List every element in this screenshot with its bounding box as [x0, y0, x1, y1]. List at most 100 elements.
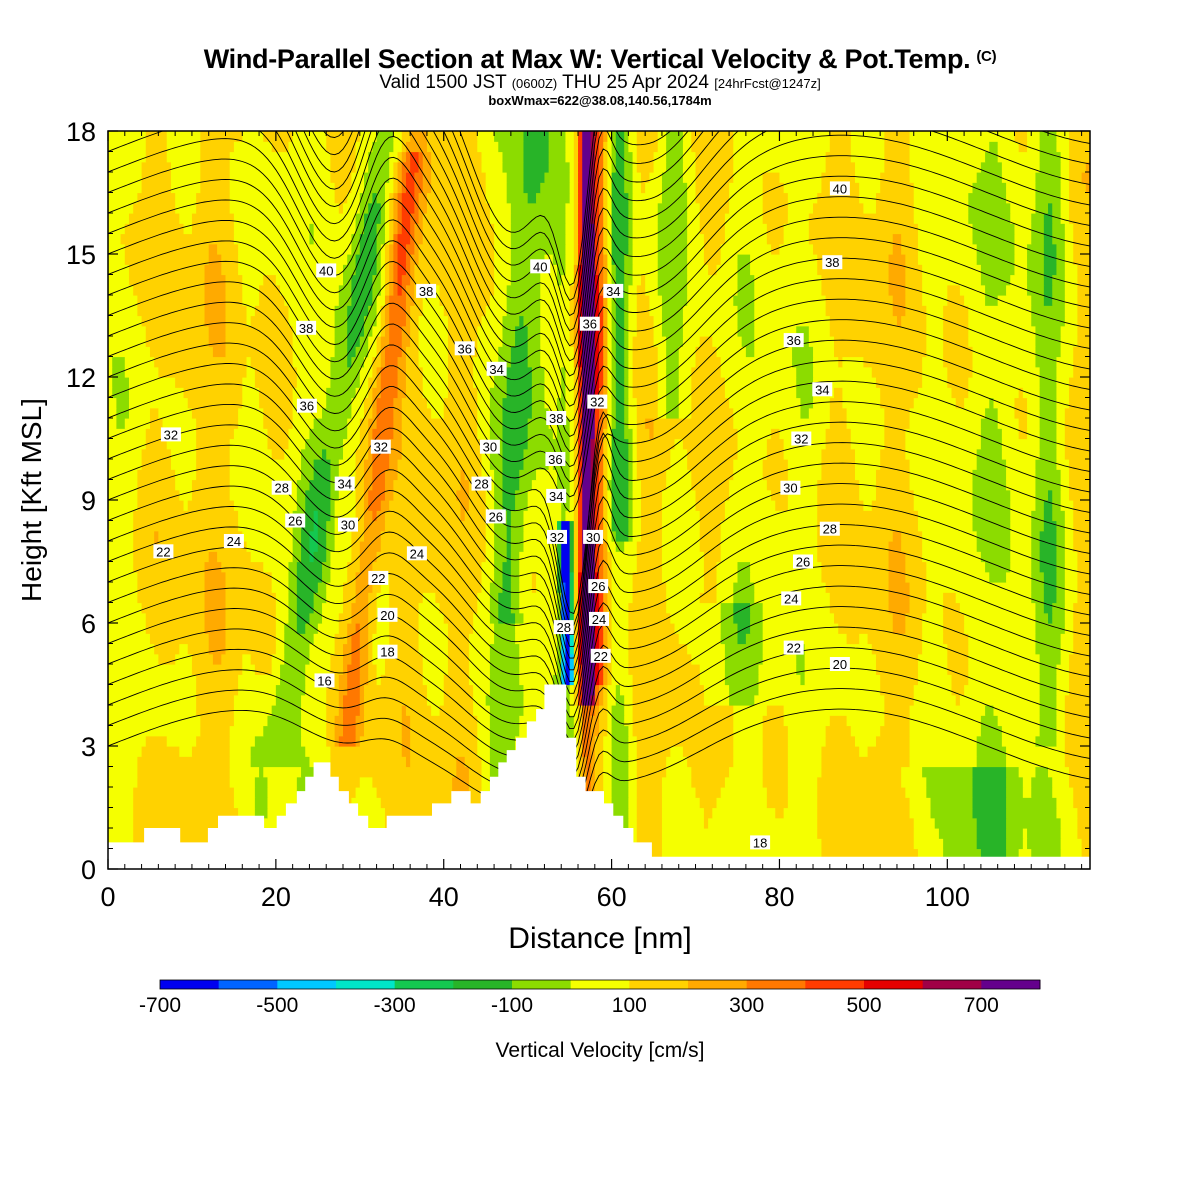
field-cell — [771, 428, 781, 440]
field-cell — [699, 336, 713, 347]
field-cell — [884, 428, 906, 440]
field-cell — [494, 633, 516, 645]
field-cell — [468, 500, 487, 511]
field-cell — [573, 448, 579, 460]
field-cell — [875, 469, 911, 481]
field-cell — [292, 551, 302, 563]
field-cell — [590, 776, 596, 788]
field-cell — [603, 735, 613, 747]
field-cell — [288, 438, 306, 450]
field-cell — [569, 520, 575, 532]
field-cell — [1043, 295, 1053, 306]
theta-label: 34 — [546, 488, 567, 504]
field-cell — [825, 428, 852, 440]
field-cell — [393, 264, 399, 276]
field-cell — [607, 387, 613, 399]
field-cell — [435, 592, 478, 604]
field-cell — [1043, 592, 1058, 604]
field-cell — [389, 254, 394, 265]
field-cell — [1064, 612, 1074, 624]
field-cell — [603, 623, 608, 634]
field-cell — [980, 418, 999, 429]
field-cell — [376, 192, 386, 204]
field-cell — [582, 510, 592, 522]
field-cell — [703, 807, 713, 819]
theta-label-text: 22 — [593, 649, 607, 664]
field-cell — [913, 182, 974, 194]
field-cell — [397, 459, 483, 470]
field-cell — [569, 469, 575, 481]
colorbar-swatch — [394, 980, 454, 989]
field-cell — [494, 377, 508, 388]
field-cell — [108, 397, 117, 409]
field-cell — [380, 336, 390, 347]
field-cell — [599, 664, 604, 675]
field-cell — [955, 592, 1032, 604]
field-cell — [1043, 520, 1058, 532]
field-cell — [653, 428, 739, 440]
field-cell — [834, 612, 894, 624]
field-cell — [489, 397, 504, 409]
field-cell — [611, 336, 617, 347]
field-cell — [632, 510, 642, 522]
field-cell — [1035, 623, 1066, 634]
field-cell — [703, 571, 718, 583]
field-cell — [607, 407, 613, 419]
field-cell — [578, 725, 583, 737]
field-cell — [687, 756, 734, 768]
field-cell — [628, 459, 634, 470]
field-cell — [1014, 264, 1028, 276]
field-cell — [599, 131, 604, 142]
field-cell — [1060, 202, 1070, 214]
field-cell — [724, 377, 797, 388]
field-cell — [515, 612, 525, 624]
field-cell — [750, 254, 818, 265]
field-cell — [699, 202, 730, 214]
field-cell — [275, 643, 285, 655]
field-cell — [1056, 243, 1066, 255]
forecast-info: [24hrFcst@1247z] — [714, 76, 821, 91]
field-cell — [108, 561, 134, 573]
field-cell — [578, 172, 583, 183]
field-cell — [624, 715, 634, 727]
field-cell — [355, 623, 361, 634]
field-cell — [733, 295, 755, 306]
field-cell — [330, 561, 348, 573]
field-cell — [594, 243, 600, 255]
field-cell — [405, 756, 411, 768]
field-cell — [674, 438, 684, 450]
field-cell — [1031, 295, 1045, 306]
field-cell — [141, 459, 172, 470]
field-cell — [326, 541, 336, 552]
field-cell — [599, 520, 604, 532]
field-cell — [1043, 582, 1058, 593]
field-cell — [817, 797, 911, 809]
field-cell — [607, 274, 613, 286]
field-cell — [296, 612, 311, 624]
field-cell — [108, 325, 147, 337]
field-cell — [410, 315, 420, 327]
field-cell — [1052, 202, 1062, 214]
theta-label: 38 — [416, 283, 437, 299]
field-cell — [599, 602, 604, 614]
field-cell — [607, 356, 613, 368]
field-cell — [699, 510, 726, 522]
field-cell — [594, 602, 600, 614]
field-cell — [599, 407, 604, 419]
field-cell — [624, 397, 629, 409]
field-cell — [338, 459, 357, 470]
field-cell — [137, 192, 176, 204]
theta-contour — [286, 131, 1090, 347]
field-cell — [271, 664, 281, 675]
field-cell — [510, 551, 520, 563]
field-cell — [599, 571, 604, 583]
field-cell — [603, 172, 608, 183]
field-cell — [632, 489, 642, 501]
field-cell — [1043, 213, 1053, 224]
field-cell — [363, 479, 373, 491]
field-cell — [569, 674, 575, 686]
field-cell — [703, 243, 722, 255]
field-cell — [796, 325, 810, 337]
theta-label: 30 — [479, 439, 500, 455]
field-cell — [687, 274, 739, 286]
